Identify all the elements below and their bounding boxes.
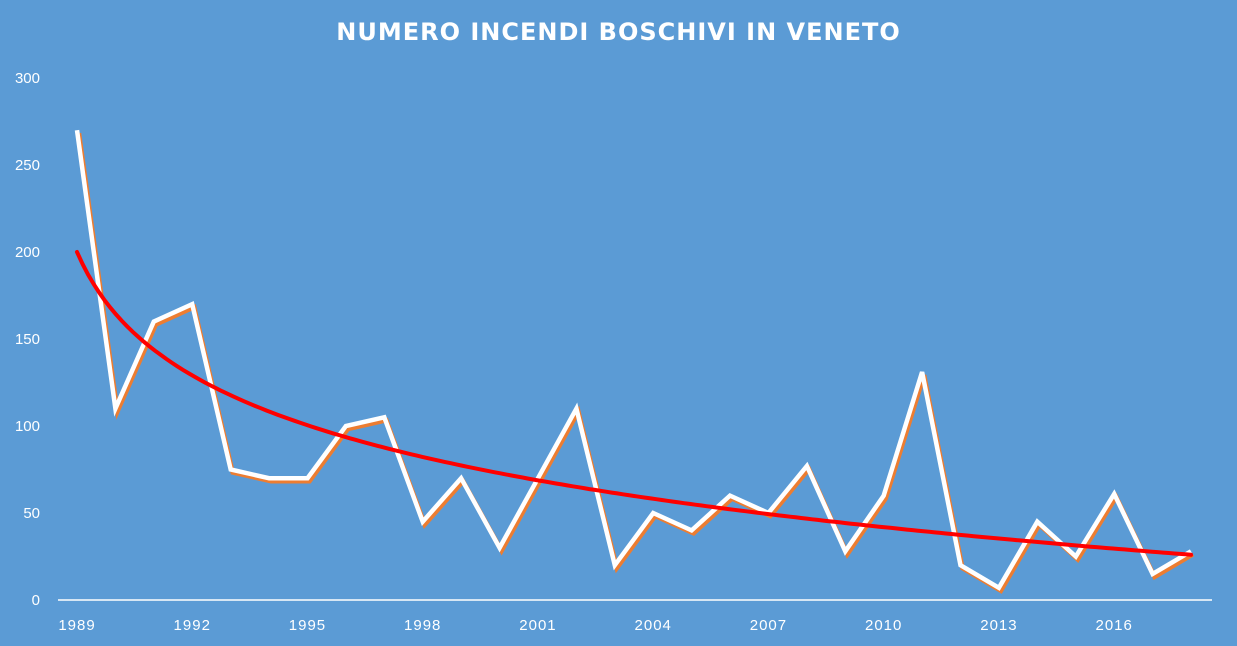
- x-tick-label: 2001: [519, 617, 556, 634]
- x-tick-label: 2016: [1095, 617, 1132, 634]
- y-tick-label: 50: [23, 505, 40, 522]
- y-tick-label: 300: [15, 70, 40, 87]
- trendline: [75, 250, 1193, 557]
- x-tick-label: 1995: [289, 617, 326, 634]
- series-line-shadow: [76, 132, 1195, 594]
- x-tick-label: 1998: [404, 617, 441, 634]
- y-tick-label: 0: [32, 592, 40, 609]
- x-tick-label: 1992: [174, 617, 211, 634]
- chart-title: NUMERO INCENDI BOSCHIVI IN VENETO: [336, 18, 901, 46]
- y-tick-label: 100: [15, 418, 40, 435]
- x-tick-label: 2013: [980, 617, 1017, 634]
- y-tick-label: 200: [15, 244, 40, 261]
- x-tick-label: 2010: [865, 617, 902, 634]
- y-tick-label: 150: [15, 331, 40, 348]
- x-tick-label: 1989: [58, 617, 95, 634]
- x-tick-label: 2004: [635, 617, 672, 634]
- x-tick-label: 2007: [750, 617, 787, 634]
- y-tick-label: 250: [15, 157, 40, 174]
- series-line: [74, 129, 1193, 591]
